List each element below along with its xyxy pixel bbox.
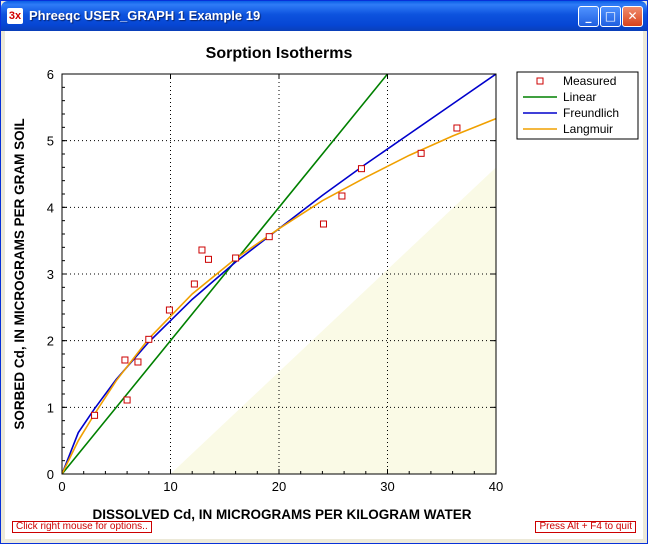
y-tick-label: 1 — [47, 400, 54, 415]
y-axis-label: SORBED Cd, IN MICROGRAMS PER GRAM SOIL — [12, 118, 27, 429]
legend-marker-measured — [536, 77, 544, 85]
measured-point — [123, 396, 131, 404]
window-title: Phreeqc USER_GRAPH 1 Example 19 — [29, 8, 261, 23]
legend-label-measured: Measured — [563, 74, 616, 88]
close-button[interactable]: ✕ — [622, 6, 643, 27]
measured-point — [204, 255, 212, 263]
measured-point — [357, 165, 365, 173]
y-tick-label: 4 — [47, 200, 54, 215]
maximize-button[interactable]: □ — [600, 6, 621, 27]
measured-point — [198, 246, 206, 254]
measured-point — [190, 280, 198, 288]
measured-point — [165, 306, 173, 314]
measured-point — [265, 233, 273, 241]
measured-point — [121, 356, 129, 364]
x-axis-label: DISSOLVED Cd, IN MICROGRAMS PER KILOGRAM… — [92, 507, 471, 522]
y-tick-label: 2 — [47, 334, 54, 349]
x-tick-label: 10 — [163, 479, 177, 494]
legend-label-linear: Linear — [563, 90, 596, 104]
graph-area[interactable]: 0 10 20 30 40 0 1 2 3 4 5 6 Sorption Isotherms DISSOL… — [5, 31, 643, 539]
legend-label-langmuir: Langmuir — [563, 122, 613, 136]
plot-shade — [170, 167, 496, 475]
x-tick-label: 20 — [272, 479, 286, 494]
x-tick-label: 0 — [58, 479, 65, 494]
quit-hint: Press Alt + F4 to quit — [535, 521, 636, 533]
measured-point — [319, 220, 327, 228]
y-tick-label: 6 — [47, 67, 54, 82]
measured-point — [453, 124, 461, 132]
legend-label-freundlich: Freundlich — [563, 106, 619, 120]
y-tick-label: 0 — [47, 467, 54, 482]
minimize-button[interactable]: _ — [578, 6, 599, 27]
x-tick-label: 40 — [489, 479, 503, 494]
measured-point — [417, 149, 425, 157]
measured-point — [91, 411, 99, 419]
y-tick-label: 3 — [47, 267, 54, 282]
sorption-chart: 0 10 20 30 40 0 1 2 3 4 5 6 Sorption Isotherms DISSOL… — [12, 45, 639, 522]
series-line-freundlich — [62, 74, 496, 474]
y-tick-label: 5 — [47, 134, 54, 149]
measured-point — [338, 192, 346, 200]
measured-point — [134, 358, 142, 366]
x-tick-label: 30 — [380, 479, 394, 494]
series-line-linear — [62, 74, 389, 474]
options-hint: Click right mouse for options.. — [12, 521, 152, 533]
phreeqc-app-icon[interactable]: 3x — [7, 8, 23, 24]
title-bar[interactable]: 3x Phreeqc USER_GRAPH 1 Example 19 _ □ ✕ — [1, 1, 647, 31]
chart-title: Sorption Isotherms — [206, 45, 353, 62]
measured-point — [232, 254, 240, 262]
measured-point — [145, 335, 153, 343]
